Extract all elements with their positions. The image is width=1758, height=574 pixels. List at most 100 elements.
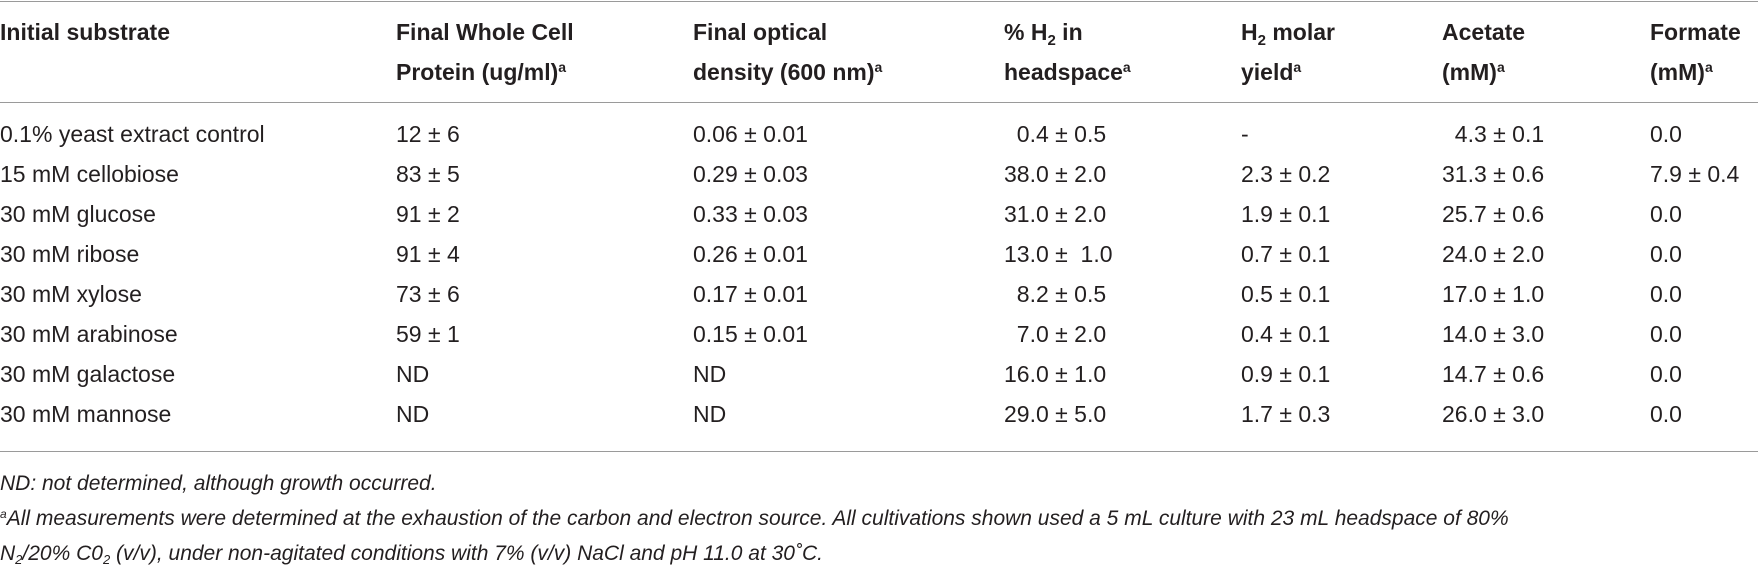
header-h2-in-headspace: % H2 in headspacea bbox=[1004, 12, 1131, 92]
footnote-a-line2: N2/20% C02 (v/v), under non-agitated con… bbox=[0, 536, 1758, 571]
footnote-text: ND: not determined, although growth occu… bbox=[0, 472, 437, 495]
cell-h2-pct: 7.0 ± 2.0 bbox=[1004, 321, 1107, 347]
header-text-line2: (mM) bbox=[1442, 59, 1497, 85]
cell-h2-pct: 13.0 ± 1.0 bbox=[1004, 241, 1113, 267]
footnote-text-part: /20% C0 bbox=[22, 542, 103, 565]
table-row: 30 mM mannose ND ND 29.0 ± 5.0 1.7 ± 0.3… bbox=[0, 394, 1758, 434]
cell-density: ND bbox=[693, 361, 727, 387]
cell-h2-pct: 8.2 ± 0.5 bbox=[1004, 281, 1107, 307]
table-bottom-rule bbox=[0, 451, 1758, 452]
table-row: 0.1% yeast extract control 12 ± 6 0.06 ±… bbox=[0, 114, 1758, 154]
subscript: 2 bbox=[15, 552, 23, 567]
table-top-rule bbox=[0, 1, 1758, 2]
cell-protein: ND bbox=[396, 361, 430, 387]
cell-substrate: 15 mM cellobiose bbox=[0, 161, 179, 187]
cell-h2-yield: 0.7 ± 0.1 bbox=[1241, 241, 1331, 267]
cell-substrate: 0.1% yeast extract control bbox=[0, 121, 265, 147]
footnote-a-line1: aAll measurements were determined at the… bbox=[0, 501, 1758, 536]
cell-acetate: 17.0 ± 1.0 bbox=[1442, 281, 1545, 307]
cell-acetate: 4.3 ± 0.1 bbox=[1442, 121, 1545, 147]
cell-h2-yield: 0.4 ± 0.1 bbox=[1241, 321, 1331, 347]
table-row: 30 mM glucose 91 ± 2 0.33 ± 0.03 31.0 ± … bbox=[0, 194, 1758, 234]
footnote-marker: a bbox=[1122, 59, 1131, 75]
header-divider-rule bbox=[0, 102, 1758, 103]
footnote-marker: a bbox=[1496, 59, 1505, 75]
footnote-text-part: (v/v), under non-agitated conditions wit… bbox=[110, 542, 823, 565]
header-text-suffix: molar bbox=[1265, 19, 1335, 45]
cell-h2-pct: 38.0 ± 2.0 bbox=[1004, 161, 1107, 187]
header-text-line1: Final optical bbox=[693, 19, 828, 45]
header-text-line1: Acetate bbox=[1442, 19, 1526, 45]
cell-protein: 83 ± 5 bbox=[396, 161, 460, 187]
cell-formate: 0.0 bbox=[1650, 401, 1682, 427]
cell-formate: 0.0 bbox=[1650, 241, 1682, 267]
cell-substrate: 30 mM mannose bbox=[0, 401, 172, 427]
subscript: 2 bbox=[102, 552, 111, 567]
footnote-text: All measurements were determined at the … bbox=[6, 507, 1509, 530]
cell-density: 0.33 ± 0.03 bbox=[693, 201, 808, 227]
cell-formate: 7.9 ± 0.4 bbox=[1650, 161, 1740, 187]
cell-h2-yield: 0.9 ± 0.1 bbox=[1241, 361, 1331, 387]
cell-acetate: 25.7 ± 0.6 bbox=[1442, 201, 1545, 227]
header-text-line2: density (600 nm) bbox=[693, 59, 875, 85]
footnote-text-part: N bbox=[0, 542, 16, 565]
cell-formate: 0.0 bbox=[1650, 121, 1682, 147]
footnote-marker: a bbox=[1704, 59, 1713, 75]
cell-protein: 12 ± 6 bbox=[396, 121, 460, 147]
cell-acetate: 14.0 ± 3.0 bbox=[1442, 321, 1545, 347]
cell-h2-yield: 1.7 ± 0.3 bbox=[1241, 401, 1331, 427]
header-text-line1: Formate bbox=[1650, 19, 1741, 45]
cell-protein: 59 ± 1 bbox=[396, 321, 460, 347]
cell-density: ND bbox=[693, 401, 727, 427]
table-row: 30 mM xylose 73 ± 6 0.17 ± 0.01 8.2 ± 0.… bbox=[0, 274, 1758, 314]
cell-h2-yield: 1.9 ± 0.1 bbox=[1241, 201, 1331, 227]
footnote-marker: a bbox=[558, 59, 567, 75]
header-text-line2: Protein (ug/ml) bbox=[396, 59, 559, 85]
cell-h2-yield: 0.5 ± 0.1 bbox=[1241, 281, 1331, 307]
header-initial-substrate: Initial substrate bbox=[0, 12, 170, 52]
cell-acetate: 14.7 ± 0.6 bbox=[1442, 361, 1545, 387]
cell-density: 0.06 ± 0.01 bbox=[693, 121, 808, 147]
header-text-prefix: % H bbox=[1004, 19, 1048, 45]
cell-formate: 0.0 bbox=[1650, 361, 1682, 387]
cell-substrate: 30 mM xylose bbox=[0, 281, 142, 307]
cell-substrate: 30 mM ribose bbox=[0, 241, 140, 267]
header-text-suffix: in bbox=[1055, 19, 1083, 45]
header-final-optical-density: Final optical density (600 nm)a bbox=[693, 12, 882, 92]
cell-substrate: 30 mM arabinose bbox=[0, 321, 178, 347]
header-text-line2: (mM) bbox=[1650, 59, 1705, 85]
cell-h2-pct: 31.0 ± 2.0 bbox=[1004, 201, 1107, 227]
cell-h2-pct: 0.4 ± 0.5 bbox=[1004, 121, 1107, 147]
table-row: 30 mM arabinose 59 ± 1 0.15 ± 0.01 7.0 ±… bbox=[0, 314, 1758, 354]
cell-acetate: 31.3 ± 0.6 bbox=[1442, 161, 1545, 187]
cell-acetate: 24.0 ± 2.0 bbox=[1442, 241, 1545, 267]
cell-density: 0.15 ± 0.01 bbox=[693, 321, 808, 347]
cell-density: 0.17 ± 0.01 bbox=[693, 281, 808, 307]
header-acetate: Acetate (mM)a bbox=[1442, 12, 1525, 92]
header-final-whole-cell-protein: Final Whole Cell Protein (ug/ml)a bbox=[396, 12, 574, 92]
cell-density: 0.26 ± 0.01 bbox=[693, 241, 808, 267]
footnote-marker: a bbox=[0, 507, 7, 521]
table-row: 30 mM galactose ND ND 16.0 ± 1.0 0.9 ± 0… bbox=[0, 354, 1758, 394]
table-footnotes: ND: not determined, although growth occu… bbox=[0, 466, 1758, 571]
cell-h2-yield: 2.3 ± 0.2 bbox=[1241, 161, 1331, 187]
cell-substrate: 30 mM glucose bbox=[0, 201, 156, 227]
cell-protein: 91 ± 2 bbox=[396, 201, 460, 227]
footnote-marker: a bbox=[874, 59, 883, 75]
footnote-marker: a bbox=[1293, 59, 1302, 75]
cell-density: 0.29 ± 0.03 bbox=[693, 161, 808, 187]
cell-formate: 0.0 bbox=[1650, 281, 1682, 307]
cell-h2-pct: 29.0 ± 5.0 bbox=[1004, 401, 1107, 427]
subscript: 2 bbox=[1257, 32, 1266, 49]
cell-substrate: 30 mM galactose bbox=[0, 361, 176, 387]
header-text-line2: yield bbox=[1241, 59, 1294, 85]
footnote-nd: ND: not determined, although growth occu… bbox=[0, 466, 1758, 501]
header-text-prefix: H bbox=[1241, 19, 1258, 45]
cell-protein: ND bbox=[396, 401, 430, 427]
header-text-line2: headspace bbox=[1004, 59, 1123, 85]
table-row: 15 mM cellobiose 83 ± 5 0.29 ± 0.03 38.0… bbox=[0, 154, 1758, 194]
cell-protein: 73 ± 6 bbox=[396, 281, 460, 307]
cell-protein: 91 ± 4 bbox=[396, 241, 460, 267]
cell-formate: 0.0 bbox=[1650, 201, 1682, 227]
header-h2-molar-yield: H2 molar yielda bbox=[1241, 12, 1335, 92]
